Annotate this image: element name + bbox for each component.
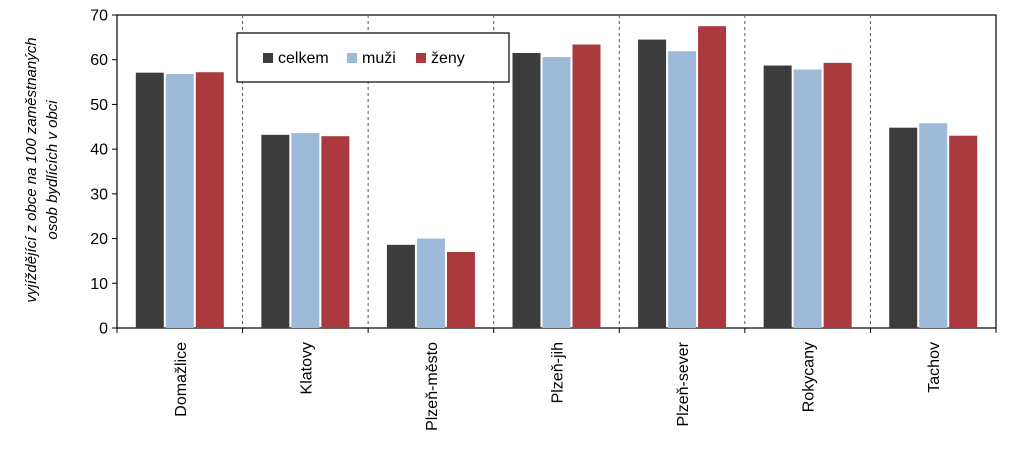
bar-celkem-Plzeň-jih (512, 53, 541, 328)
legend-swatch-celkem (263, 53, 273, 63)
bar-celkem-Rokycany (763, 65, 792, 328)
y-tick-label: 30 (90, 186, 108, 203)
y-tick-label: 70 (90, 8, 108, 25)
y-tick-label: 10 (90, 276, 108, 293)
bar-ženy-Plzeň-jih (572, 44, 601, 329)
category-label: Rokycany (801, 342, 818, 412)
category-label: Plzeň-jih (550, 342, 567, 403)
bar-muži-Plzeň-město (416, 238, 445, 328)
bar-muži-Rokycany (793, 69, 822, 329)
y-axis-label-line-2: osob bydlících v obci (44, 100, 61, 240)
bar-celkem-Domažlice (135, 72, 164, 328)
category-label: Plzeň-město (424, 342, 441, 431)
y-tick-label: 60 (90, 52, 108, 69)
bar-muži-Domažlice (165, 74, 194, 328)
bar-ženy-Plzeň-sever (698, 26, 727, 329)
legend: celkem muži ženy (236, 32, 510, 83)
bar-ženy-Plzeň-město (446, 251, 475, 328)
bar-muži-Plzeň-jih (542, 57, 571, 328)
y-tick-label: 0 (99, 321, 108, 338)
legend-label-muži: muži (362, 50, 396, 67)
plot-area: 0 10 20 30 40 50 60 70 Domažlice Klatovy Plzeň-měs… (90, 8, 997, 431)
bar-muži-Klatovy (291, 133, 320, 328)
bar-ženy-Tachov (949, 135, 978, 328)
bar-muži-Tachov (919, 123, 948, 328)
category-label: Klatovy (298, 342, 315, 394)
category-label: Plzeň-sever (675, 341, 692, 426)
legend-box (236, 32, 510, 83)
category-label: Tachov (926, 342, 943, 393)
legend-label-celkem: celkem (278, 50, 329, 67)
category-label: Domažlice (173, 342, 190, 417)
y-axis-label-line-1: vyjíždějící z obce na 100 zaměstnaných (23, 37, 40, 302)
y-tick-label: 20 (90, 231, 108, 248)
bar-celkem-Plzeň-sever (638, 39, 667, 328)
legend-swatch-ženy (416, 53, 426, 63)
bar-ženy-Klatovy (321, 136, 350, 328)
y-tick-label: 40 (90, 142, 108, 159)
bar-celkem-Klatovy (261, 134, 290, 328)
bar-muži-Plzeň-sever (668, 51, 697, 329)
bar-ženy-Domažlice (195, 72, 224, 328)
y-tick-label: 50 (90, 97, 108, 114)
legend-swatch-muži (347, 53, 357, 63)
bar-celkem-Tachov (889, 127, 918, 329)
bar-ženy-Rokycany (823, 62, 852, 328)
bar-celkem-Plzeň-město (386, 244, 415, 328)
legend-label-ženy: ženy (431, 50, 465, 67)
